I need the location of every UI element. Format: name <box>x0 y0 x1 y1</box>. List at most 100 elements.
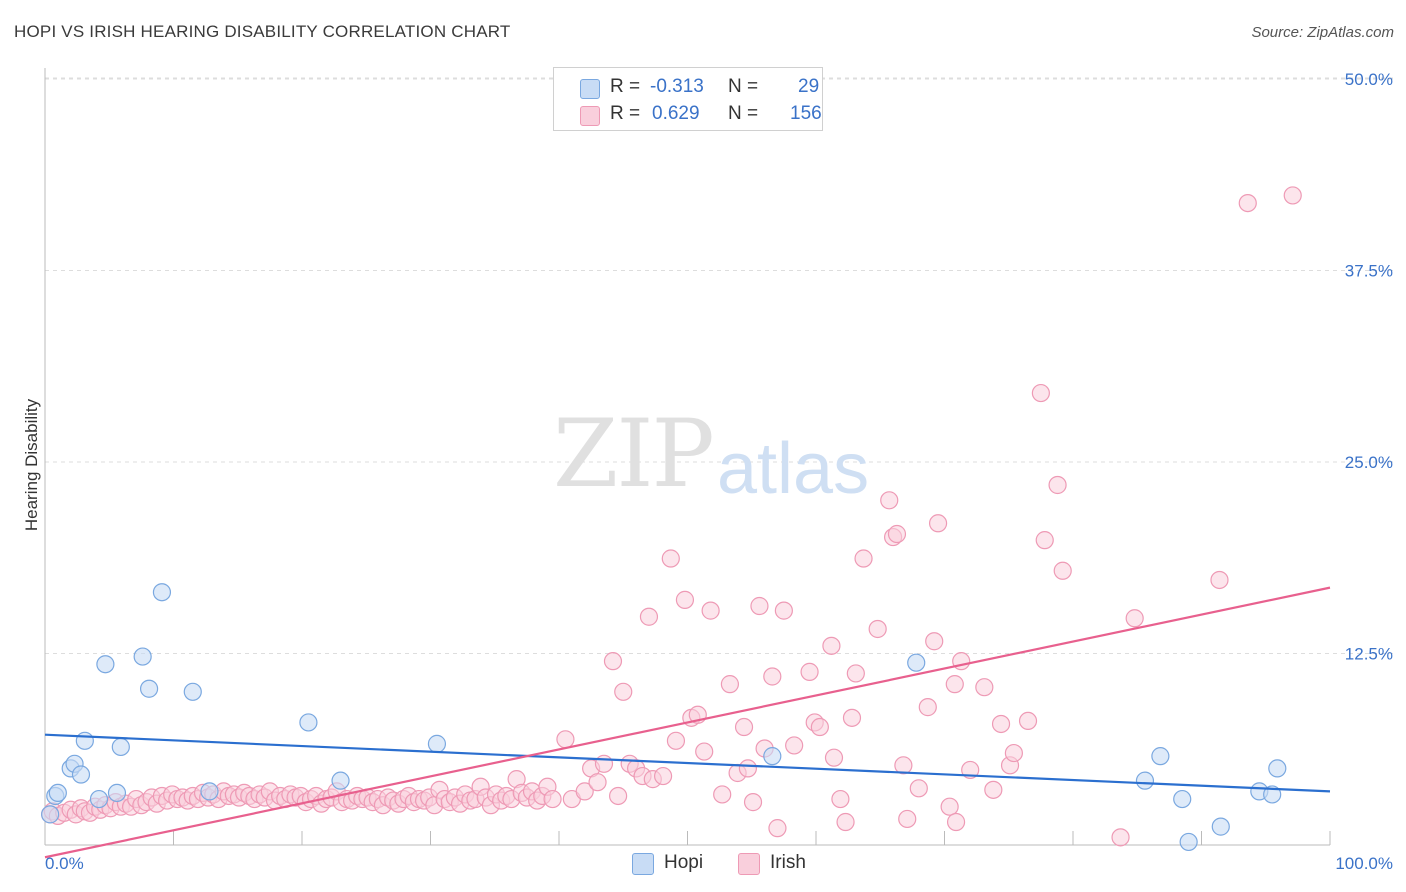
irish-point <box>984 780 1003 799</box>
correlation-legend: R = -0.313 N = 29 R = 0.629 N = 156 <box>553 67 823 131</box>
hopi-point <box>71 765 91 784</box>
hopi-point <box>1268 759 1287 778</box>
hopi-point <box>75 731 94 750</box>
irish-point <box>1004 743 1023 763</box>
irish-point <box>588 773 607 792</box>
irish-point <box>750 596 769 616</box>
irish-point <box>675 590 695 609</box>
hopi-point <box>1179 832 1198 852</box>
irish-point <box>556 730 575 749</box>
tick-labels: 12.5% 25.0% 37.5% 50.0% 0.0% 100.0% <box>45 70 1393 873</box>
hopi-point <box>763 747 782 766</box>
irish-point <box>1053 561 1072 580</box>
irish-point <box>925 632 944 651</box>
irish-point <box>868 619 887 639</box>
irish-point <box>774 601 793 620</box>
irish-point <box>946 812 966 832</box>
hopi-point <box>1211 817 1230 836</box>
irish-point <box>734 717 754 737</box>
irish-point <box>894 756 913 775</box>
hopi-point <box>89 789 109 809</box>
irish-point <box>842 708 862 727</box>
grid-lines <box>45 77 1395 654</box>
irish-point <box>918 698 937 717</box>
n-value: 29 <box>798 76 820 97</box>
n-label: N = <box>728 103 759 124</box>
irish-point <box>575 782 594 801</box>
hopi-point <box>1173 789 1192 809</box>
irish-point <box>614 682 633 701</box>
irish-point <box>594 754 614 773</box>
r-label: R = <box>610 103 641 124</box>
irish-legend-label: Irish <box>770 852 806 873</box>
x-tick-label: 0.0% <box>45 854 84 873</box>
irish-point <box>653 766 673 786</box>
y-axis-label: Hearing Disability <box>22 398 41 532</box>
irish-point <box>940 797 959 816</box>
hopi-point <box>183 682 202 701</box>
hopi-point <box>200 782 219 801</box>
irish-point <box>738 759 757 778</box>
irish-point <box>701 601 720 620</box>
irish-point <box>603 652 623 671</box>
irish-point <box>810 717 829 737</box>
irish-point <box>975 678 994 697</box>
irish-point <box>1035 531 1054 550</box>
irish-point <box>1018 711 1038 731</box>
hopi-swatch <box>580 79 600 99</box>
irish-point <box>846 664 865 683</box>
watermark-zip: ZIP <box>553 400 715 509</box>
irish-point <box>909 779 928 798</box>
hopi-point <box>111 737 130 757</box>
hopi-point <box>1151 747 1170 766</box>
irish-point <box>824 748 844 767</box>
y-tick-label: 25.0% <box>1345 453 1393 472</box>
hopi-point <box>41 805 60 824</box>
irish-trend-line <box>44 586 1331 859</box>
irish-point <box>609 786 628 806</box>
irish-point <box>1111 828 1130 847</box>
y-tick-label: 12.5% <box>1345 645 1393 664</box>
hopi-point <box>48 783 67 803</box>
irish-point <box>713 785 732 804</box>
irish-point <box>1031 383 1050 403</box>
irish-point <box>898 809 917 829</box>
chart-title: HOPI VS IRISH HEARING DISABILITY CORRELA… <box>14 22 511 41</box>
hopi-legend-label: Hopi <box>664 852 704 873</box>
n-label: N = <box>728 76 759 97</box>
irish-point <box>543 789 562 809</box>
irish-point <box>836 812 855 832</box>
hopi-point <box>1135 771 1155 790</box>
hopi-legend-swatch <box>632 853 654 875</box>
irish-point <box>763 667 782 686</box>
hopi-point <box>331 771 350 790</box>
irish-point <box>887 524 907 544</box>
hopi-point <box>427 734 447 753</box>
irish-point <box>785 736 804 755</box>
irish-point <box>666 731 686 750</box>
irish-point <box>822 636 841 655</box>
hopi-point <box>152 583 172 602</box>
r-value: -0.313 <box>650 76 704 97</box>
r-label: R = <box>610 76 641 97</box>
irish-point <box>928 514 948 533</box>
r-value: 0.629 <box>652 103 700 124</box>
hopi-point <box>139 679 159 698</box>
n-value: 156 <box>790 103 822 124</box>
irish-point <box>720 675 740 694</box>
hopi-point <box>907 653 926 672</box>
irish-point <box>695 742 714 761</box>
hopi-point <box>133 647 152 666</box>
irish-point <box>831 789 850 809</box>
irish-series <box>41 186 1302 847</box>
irish-legend-swatch <box>738 853 760 875</box>
hopi-series <box>41 583 1287 852</box>
y-tick-label: 37.5% <box>1345 262 1393 281</box>
irish-point <box>1048 475 1067 495</box>
x-tick-label: 100.0% <box>1335 854 1393 873</box>
irish-point <box>639 607 659 626</box>
irish-point <box>991 714 1011 734</box>
irish-point <box>800 662 819 681</box>
hopi-point <box>1263 785 1282 804</box>
